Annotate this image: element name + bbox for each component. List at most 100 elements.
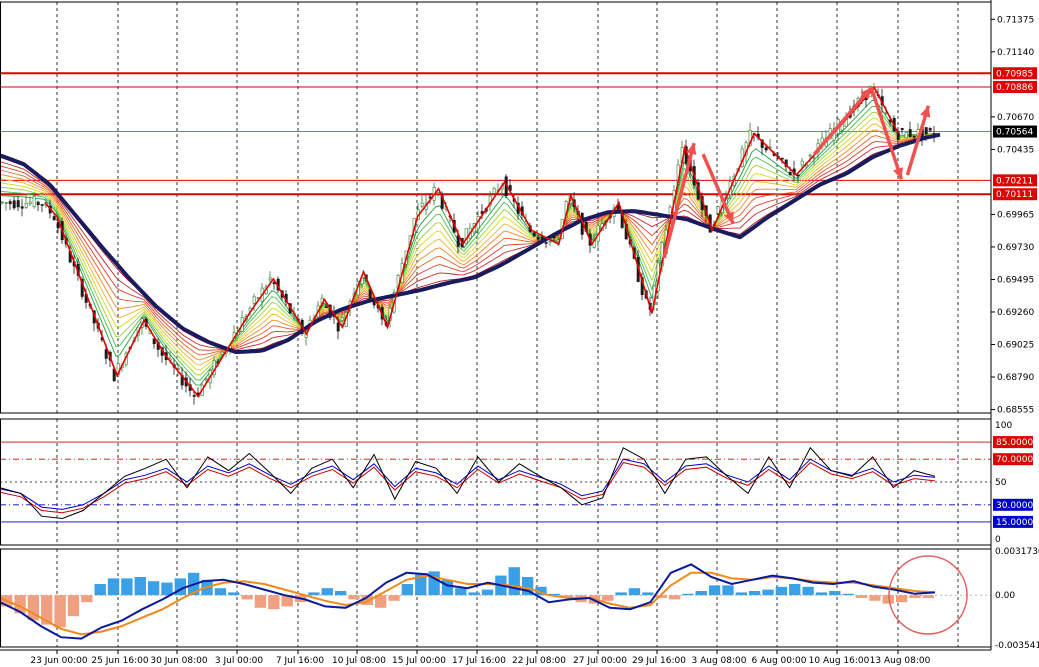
candle-body (536, 237, 540, 240)
candle-body (28, 201, 32, 204)
macd-bar (54, 595, 66, 628)
macd-bar (321, 588, 333, 596)
time-tick-label: 27 Jul 00:00 (573, 656, 627, 666)
macd-bar (281, 595, 293, 607)
level-tag (993, 67, 1037, 80)
level-tag (993, 80, 1037, 93)
arrow-head (893, 167, 903, 180)
candle-body (104, 349, 108, 359)
trend-arrows (662, 86, 931, 259)
candle-body (268, 277, 272, 281)
macd-bar (829, 591, 841, 596)
arrow-shaft (869, 87, 904, 180)
macd-bar (121, 578, 133, 596)
candle-body (420, 202, 424, 207)
osc-level-label: 70.0000 (996, 455, 1033, 465)
level-tag-label: 0.70111 (996, 190, 1033, 200)
grid (56, 2, 959, 647)
macd-bar (615, 592, 627, 596)
level-tag (993, 188, 1037, 201)
macd-bar (548, 593, 560, 596)
candle-body (24, 203, 28, 208)
macd-bar (481, 589, 494, 596)
time-tick-label: 7 Jul 16:00 (276, 656, 325, 666)
ribbon-line (0, 111, 941, 376)
macd-bar (107, 578, 120, 596)
arrow-head (860, 87, 872, 100)
candle-body (924, 127, 928, 135)
candle-body (912, 135, 916, 138)
macd-bar (308, 592, 320, 596)
price-tick-label: 0.70435 (997, 145, 1034, 155)
macd-bar (174, 578, 186, 596)
candle-body (544, 242, 548, 244)
macd-bar (735, 592, 747, 596)
ribbon-line (0, 134, 941, 351)
panel-frame (0, 548, 992, 648)
level-tag-label: 0.70886 (996, 83, 1033, 93)
price-tick-label: 0.69730 (997, 243, 1034, 253)
osc-level-tag (993, 453, 1033, 466)
macd-bar (668, 595, 681, 600)
candle-body (52, 216, 56, 221)
slow-ma (0, 132, 941, 355)
macd-bar (562, 595, 574, 598)
macd-bar (628, 588, 641, 596)
macd-bar (655, 595, 667, 598)
candle-body (900, 128, 904, 131)
time-tick-label: 22 Jul 08:00 (512, 656, 566, 666)
time-tick-label: 10 Aug 16:00 (809, 656, 870, 666)
macd-bar (254, 595, 267, 608)
candle-body (340, 317, 344, 321)
arrow-shaft (905, 105, 931, 176)
price-scale: 0.71375 0.71140 0.70670 0.70435 0.69965 0.697… (991, 15, 1039, 651)
candle-body (716, 206, 720, 214)
current-price-label: 0.70564 (996, 128, 1033, 138)
macd-bar (855, 595, 868, 598)
candle-body (908, 129, 912, 137)
candle-body (904, 131, 908, 139)
arrow-shaft (812, 86, 873, 156)
candle-body (748, 129, 752, 146)
candle-body (8, 201, 12, 205)
candle-body (152, 338, 156, 345)
ribbon-line (0, 106, 941, 381)
level-tag (993, 174, 1037, 187)
macd-bar (642, 592, 654, 596)
level-tag-label: 0.70985 (996, 69, 1033, 79)
macd-bar (134, 577, 146, 596)
osc-tick-label: 100 (995, 421, 1012, 431)
candle-body (12, 200, 16, 209)
macd-bar (268, 595, 280, 610)
oscillator-panel (0, 441, 991, 523)
macd-tick-label: 0.00 (995, 591, 1015, 601)
candle-body (336, 322, 340, 332)
osc-line-red (0, 461, 936, 514)
macd-bar (41, 595, 53, 625)
current-price-tag (993, 125, 1037, 138)
time-tick-label: 17 Jul 16:00 (452, 656, 506, 666)
candle-body (360, 277, 364, 285)
candle-body (928, 128, 932, 131)
macd-bar (602, 595, 614, 601)
macd-bar (428, 571, 440, 596)
highlight-circle (888, 555, 968, 635)
candle-body (436, 192, 440, 194)
macd-bar (789, 584, 801, 596)
candle-body (20, 206, 24, 209)
candle-body (532, 232, 536, 237)
candle-body (0, 201, 4, 204)
candle-body (780, 157, 784, 160)
macd-panel (0, 555, 991, 640)
arrow-shaft (701, 153, 735, 225)
time-tick-label: 3 Jul 00:00 (215, 656, 264, 666)
candle-body (32, 196, 36, 208)
candle-body (812, 157, 816, 160)
osc-level-tag (993, 498, 1033, 511)
arrow-head (686, 143, 697, 155)
price-tick-label: 0.69260 (997, 308, 1034, 318)
candle-body (760, 139, 764, 148)
ma-ribbon (0, 100, 941, 386)
osc-line-blue (0, 458, 936, 510)
